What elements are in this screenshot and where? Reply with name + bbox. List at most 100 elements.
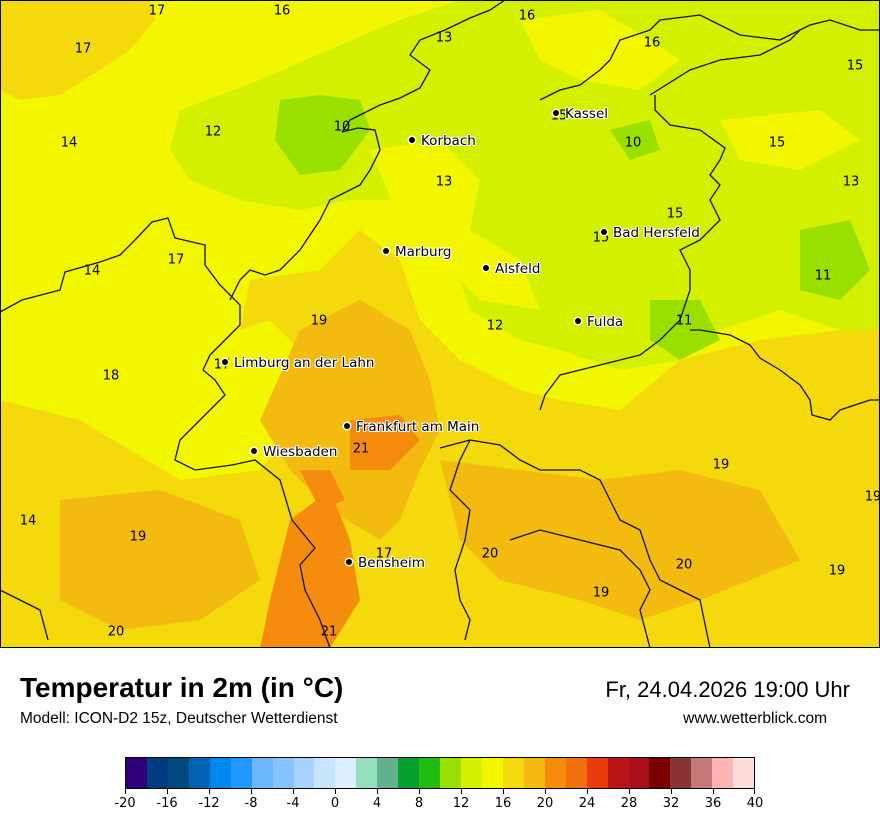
colorbar-segment [251,758,273,788]
colorbar-segment [377,758,399,788]
city-name: Bad Hersfeld [613,225,700,241]
tick-label: 24 [578,796,596,811]
temperature-value: 15 [666,206,684,222]
city-marker[interactable]: Korbach [409,133,476,149]
temperature-value: 10 [333,119,351,135]
temperature-value: 18 [102,368,120,384]
colorbar-segment [126,758,147,788]
city-name: Bensheim [358,555,425,571]
temperature-field [0,0,880,648]
city-marker[interactable]: Alsfeld [483,261,541,277]
colorbar-segment [209,758,231,788]
temperature-map[interactable]: 17 16 16 17 13 16 15 12 10 14 15 10 15 13 13 15 15 17 14 11… [0,0,880,648]
temperature-value: 12 [204,124,222,140]
temperature-value: 16 [643,35,661,51]
city-dot-icon [251,448,257,454]
temperature-value: 19 [310,313,328,329]
city-marker[interactable]: Bensheim [346,555,425,571]
colorbar-segment [670,758,692,788]
temperature-value: 17 [148,3,166,19]
temperature-value: 19 [864,489,880,505]
tick-mark [335,789,336,794]
colorbar-segment [188,758,210,788]
temperature-value: 17 [375,546,393,562]
tick-mark [754,789,755,794]
tick-mark [125,789,126,794]
tick-label: -12 [198,796,220,811]
tick-mark [209,789,210,794]
tick-mark [713,789,714,794]
colorbar-segment [461,758,482,788]
city-marker[interactable]: Fulda [575,314,624,330]
colorbar-segment [733,758,755,788]
website-link[interactable]: www.wetterblick.com [683,710,827,727]
tick-mark [167,789,168,794]
tick-label: 8 [414,796,424,811]
colorbar-ticks: -20 -16 -12 -8 -4 0 4 8 12 16 20 24 28 32 36 40 [114,789,763,819]
city-name: Marburg [395,244,452,260]
city-dot-icon [344,423,350,429]
city-name: Frankfurt am Main [356,419,480,435]
tick-label: 12 [452,796,470,811]
city-name: Alsfeld [495,261,541,277]
tick-mark [461,789,462,794]
tick-label: 0 [330,796,340,811]
colorbar-segment [607,758,629,788]
colorbar-segment [481,758,503,788]
city-dot-icon [346,559,352,565]
temperature-value: 15 [768,135,786,151]
city-marker[interactable]: Limburg an der Lahn [222,356,374,371]
colorbar-segment [586,758,608,788]
tick-mark [503,789,504,794]
colorbar-segment [565,758,587,788]
tick-label: 28 [620,796,638,811]
model-info: Modell: ICON-D2 15z, Deutscher Wetterdie… [20,710,338,727]
tick-mark [671,789,672,794]
tick-label: 20 [536,796,554,811]
temperature-value: 14 [19,513,37,529]
colorbar-segment [230,758,252,788]
city-name: Korbach [421,133,476,149]
tick-label: 36 [704,796,722,811]
city-dot-icon [483,265,489,271]
temperature-value: 19 [712,457,730,473]
city-name: Fulda [587,314,624,330]
colorbar-segment [649,758,671,788]
tick-mark [293,789,294,794]
temperature-value: 19 [828,563,846,579]
city-dot-icon [575,318,581,324]
colorbar-segment [272,758,294,788]
tick-label: 40 [746,796,764,811]
tick-label: 32 [662,796,680,811]
temperature-value: 20 [675,557,693,573]
temperature-value: 13 [435,174,453,190]
colorbar-segment [419,758,441,788]
temperature-value: 14 [83,263,101,279]
temperature-value: 16 [273,3,291,19]
colorbar-segment [356,758,378,788]
city-marker[interactable]: Kassel [553,106,609,122]
temperature-value: 11 [814,268,832,284]
city-marker[interactable]: Bad Hersfeld [601,225,700,241]
temperature-value: 20 [481,546,499,562]
colorbar-segment [628,758,650,788]
temperature-value: 17 [167,252,185,268]
city-marker[interactable]: Wiesbaden [251,445,337,460]
temperature-value: 12 [486,318,504,334]
tick-label: -16 [156,796,178,811]
city-marker[interactable]: Marburg [383,244,452,260]
temperature-value: 19 [129,529,147,545]
city-marker[interactable]: Frankfurt am Main [344,419,480,435]
temperature-value: 21 [320,624,338,640]
tick-mark [629,789,630,794]
temperature-value: 14 [60,135,78,151]
city-name: Kassel [565,106,609,122]
temperature-value: 11 [675,313,693,329]
temperature-value: 10 [624,135,642,151]
forecast-datetime: Fr, 24.04.2026 19:00 Uhr [605,677,850,702]
colorbar-segment [523,758,545,788]
colorbar-segment [167,758,189,788]
colorbar-segment [146,758,168,788]
colorbar-segment [398,758,420,788]
map-title: Temperatur in 2m (in °C) [20,672,344,703]
